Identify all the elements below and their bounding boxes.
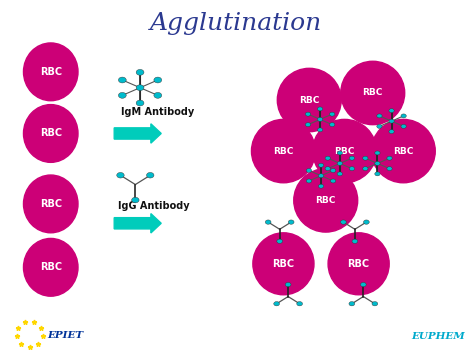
Ellipse shape — [24, 43, 78, 101]
Text: RBC: RBC — [40, 262, 62, 272]
Circle shape — [118, 92, 126, 98]
Circle shape — [389, 130, 394, 133]
Circle shape — [375, 172, 380, 176]
Text: RBC: RBC — [273, 147, 293, 155]
Ellipse shape — [277, 68, 341, 132]
Circle shape — [136, 100, 144, 106]
Circle shape — [337, 151, 343, 155]
Circle shape — [305, 112, 310, 116]
Circle shape — [389, 109, 394, 113]
Circle shape — [288, 220, 294, 224]
Circle shape — [136, 85, 144, 91]
Circle shape — [360, 283, 366, 287]
Text: RBC: RBC — [347, 259, 370, 269]
Circle shape — [325, 166, 330, 171]
Text: RBC: RBC — [299, 95, 319, 104]
Circle shape — [349, 302, 355, 306]
Circle shape — [154, 92, 162, 98]
Ellipse shape — [24, 239, 78, 296]
Circle shape — [285, 283, 291, 287]
Text: EUPHEM: EUPHEM — [412, 332, 465, 341]
Ellipse shape — [328, 233, 389, 295]
Circle shape — [377, 114, 382, 118]
Circle shape — [274, 302, 280, 306]
Circle shape — [329, 112, 335, 116]
Text: IgG Antibody: IgG Antibody — [118, 201, 190, 211]
Circle shape — [401, 114, 406, 118]
Circle shape — [375, 151, 380, 155]
Ellipse shape — [294, 169, 358, 232]
Circle shape — [364, 220, 369, 224]
Circle shape — [277, 239, 283, 244]
Ellipse shape — [371, 119, 435, 183]
Ellipse shape — [312, 119, 376, 183]
Circle shape — [363, 166, 368, 171]
Circle shape — [118, 77, 126, 83]
Circle shape — [132, 197, 139, 203]
Text: EPIET: EPIET — [47, 331, 83, 340]
Circle shape — [389, 119, 394, 123]
Circle shape — [363, 156, 368, 160]
Text: RBC: RBC — [393, 147, 413, 155]
Text: RBC: RBC — [40, 129, 62, 138]
Circle shape — [330, 179, 336, 183]
Circle shape — [349, 166, 355, 171]
Text: RBC: RBC — [334, 147, 355, 155]
Circle shape — [387, 166, 392, 171]
Text: RBC: RBC — [363, 88, 383, 98]
Circle shape — [306, 169, 311, 173]
Circle shape — [306, 179, 311, 183]
Circle shape — [265, 220, 271, 224]
Circle shape — [375, 162, 380, 165]
Text: RBC: RBC — [40, 199, 62, 209]
Circle shape — [146, 173, 154, 178]
Circle shape — [330, 169, 336, 173]
Text: Agglutination: Agglutination — [150, 12, 322, 35]
Circle shape — [319, 184, 324, 188]
Circle shape — [297, 302, 302, 306]
Circle shape — [377, 124, 382, 129]
Text: RBC: RBC — [316, 196, 336, 205]
Ellipse shape — [341, 61, 405, 125]
Circle shape — [154, 77, 162, 83]
Ellipse shape — [252, 119, 315, 183]
Circle shape — [305, 122, 310, 127]
Text: IgM Antibody: IgM Antibody — [121, 107, 194, 118]
Circle shape — [318, 128, 323, 132]
FancyArrow shape — [114, 214, 161, 233]
Circle shape — [387, 156, 392, 160]
Circle shape — [401, 124, 406, 129]
Circle shape — [136, 70, 144, 75]
Circle shape — [329, 122, 335, 127]
Text: RBC: RBC — [40, 67, 62, 77]
Circle shape — [352, 239, 358, 244]
Ellipse shape — [24, 175, 78, 233]
Circle shape — [318, 107, 323, 111]
FancyArrow shape — [114, 124, 161, 143]
Circle shape — [117, 173, 124, 178]
Circle shape — [319, 163, 324, 167]
Circle shape — [349, 156, 355, 160]
Circle shape — [340, 220, 346, 224]
Circle shape — [325, 156, 330, 160]
Text: RBC: RBC — [273, 259, 294, 269]
Circle shape — [319, 174, 324, 178]
Circle shape — [337, 162, 343, 165]
Circle shape — [318, 118, 323, 121]
Ellipse shape — [24, 105, 78, 162]
Ellipse shape — [253, 233, 314, 295]
Circle shape — [372, 302, 378, 306]
Circle shape — [337, 172, 343, 176]
